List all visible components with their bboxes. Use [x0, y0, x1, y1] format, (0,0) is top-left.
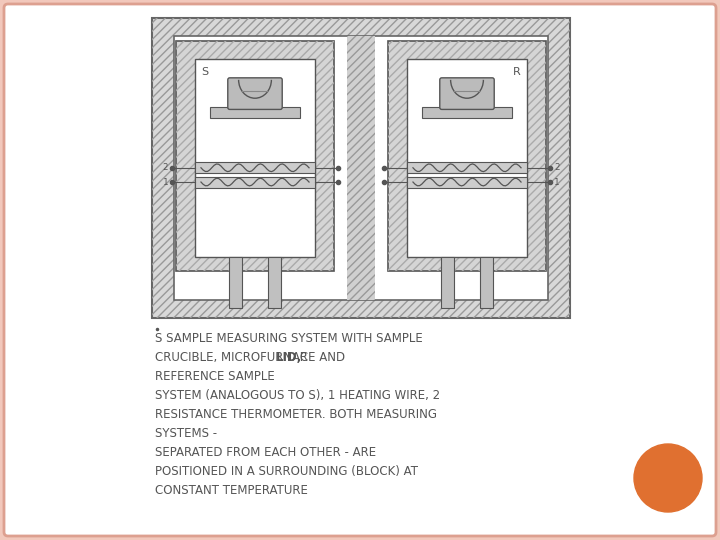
Text: S: S	[201, 68, 208, 77]
Bar	[176, 41, 334, 271]
Text: CRUCIBLE, MICROFURNACE AND: CRUCIBLE, MICROFURNACE AND	[155, 351, 345, 364]
Bar	[195, 162, 315, 173]
Circle shape	[634, 444, 702, 512]
Bar	[195, 59, 315, 257]
Bar	[388, 41, 546, 271]
Text: 2: 2	[163, 163, 168, 172]
Bar	[441, 257, 454, 308]
Bar	[152, 18, 570, 318]
FancyBboxPatch shape	[440, 78, 494, 110]
Text: POSITIONED IN A SURROUNDING (BLOCK) AT: POSITIONED IN A SURROUNDING (BLOCK) AT	[155, 465, 418, 478]
FancyBboxPatch shape	[4, 4, 716, 536]
Bar	[195, 177, 315, 187]
Text: R: R	[296, 351, 307, 364]
Text: SYSTEMS -: SYSTEMS -	[155, 427, 217, 440]
Bar	[347, 36, 375, 300]
Bar	[422, 107, 512, 118]
Bar	[407, 59, 527, 257]
Text: LID,: LID,	[276, 351, 302, 364]
Bar	[407, 177, 527, 187]
Bar	[174, 36, 548, 300]
Text: SEPARATED FROM EACH OTHER - ARE: SEPARATED FROM EACH OTHER - ARE	[155, 446, 376, 459]
Text: REFERENCE SAMPLE: REFERENCE SAMPLE	[155, 370, 275, 383]
Text: SYSTEM (ANALOGOUS TO S), 1 HEATING WIRE, 2: SYSTEM (ANALOGOUS TO S), 1 HEATING WIRE,…	[155, 389, 440, 402]
Text: 1: 1	[554, 178, 559, 186]
Bar	[229, 257, 243, 308]
Text: RESISTANCE THERMOMETER. BOTH MEASURING: RESISTANCE THERMOMETER. BOTH MEASURING	[155, 408, 437, 421]
Bar	[480, 257, 492, 308]
Bar	[210, 107, 300, 118]
Text: CONSTANT TEMPERATURE: CONSTANT TEMPERATURE	[155, 484, 308, 497]
Bar	[268, 257, 281, 308]
FancyBboxPatch shape	[228, 78, 282, 110]
Bar	[388, 41, 546, 271]
Text: 1: 1	[163, 178, 168, 186]
Bar	[176, 41, 334, 271]
Bar	[152, 18, 570, 318]
Text: 2: 2	[554, 163, 559, 172]
Text: S SAMPLE MEASURING SYSTEM WITH SAMPLE: S SAMPLE MEASURING SYSTEM WITH SAMPLE	[155, 332, 423, 345]
Bar	[407, 162, 527, 173]
Text: R: R	[513, 68, 521, 77]
